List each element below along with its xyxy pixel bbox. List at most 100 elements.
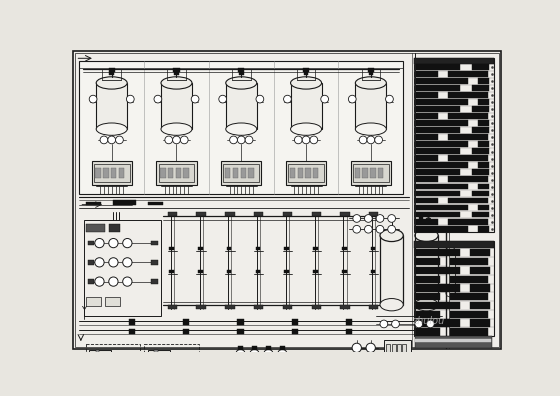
Bar: [472, 190, 489, 196]
Bar: [86, 202, 101, 206]
Bar: [198, 270, 203, 273]
Circle shape: [321, 95, 329, 103]
Bar: [313, 168, 319, 179]
Circle shape: [151, 354, 167, 369]
Bar: [266, 373, 270, 376]
Ellipse shape: [96, 123, 127, 135]
Bar: [415, 339, 491, 343]
Circle shape: [415, 320, 423, 328]
Bar: [86, 297, 101, 306]
Circle shape: [256, 95, 264, 103]
Bar: [450, 311, 488, 318]
Bar: [169, 247, 174, 250]
Bar: [147, 202, 163, 206]
Ellipse shape: [96, 77, 127, 89]
Bar: [416, 141, 468, 147]
Bar: [254, 212, 263, 216]
Bar: [119, 168, 124, 179]
Ellipse shape: [161, 77, 192, 89]
Bar: [183, 319, 189, 325]
Bar: [472, 85, 489, 91]
Bar: [109, 224, 120, 232]
Circle shape: [380, 320, 388, 328]
Bar: [416, 99, 468, 105]
Bar: [447, 177, 488, 183]
Bar: [416, 311, 440, 318]
Bar: [169, 270, 174, 273]
Circle shape: [92, 354, 108, 369]
Bar: [88, 279, 94, 284]
Bar: [416, 92, 438, 98]
Circle shape: [95, 238, 104, 248]
Bar: [311, 212, 321, 216]
Bar: [470, 267, 490, 274]
Circle shape: [391, 320, 399, 328]
Bar: [391, 344, 395, 376]
Bar: [313, 270, 318, 273]
Bar: [95, 168, 101, 179]
Bar: [416, 211, 460, 217]
Bar: [472, 148, 489, 154]
Ellipse shape: [291, 77, 321, 89]
Bar: [283, 305, 292, 309]
Bar: [280, 373, 284, 376]
Bar: [313, 247, 318, 250]
Circle shape: [191, 95, 199, 103]
Bar: [88, 241, 94, 246]
Bar: [252, 373, 257, 376]
Bar: [161, 83, 192, 129]
Bar: [105, 297, 120, 306]
Bar: [113, 200, 136, 205]
Bar: [91, 162, 132, 185]
Bar: [288, 164, 324, 182]
Bar: [103, 168, 109, 179]
Bar: [225, 305, 235, 309]
Circle shape: [353, 215, 361, 222]
Bar: [414, 241, 494, 249]
Bar: [167, 305, 177, 309]
Bar: [198, 247, 203, 250]
Circle shape: [155, 358, 163, 366]
Bar: [450, 328, 488, 335]
Circle shape: [109, 238, 118, 248]
Bar: [478, 78, 489, 84]
Bar: [416, 177, 438, 183]
Circle shape: [375, 136, 382, 144]
Bar: [478, 99, 489, 105]
Bar: [447, 155, 488, 161]
Bar: [158, 164, 194, 182]
Bar: [351, 162, 391, 185]
Bar: [167, 212, 177, 216]
Bar: [340, 305, 349, 309]
Bar: [144, 344, 199, 383]
Bar: [225, 168, 230, 179]
Circle shape: [352, 343, 361, 352]
Bar: [380, 235, 403, 305]
Bar: [283, 212, 292, 216]
Circle shape: [367, 136, 375, 144]
Circle shape: [278, 362, 287, 372]
Bar: [386, 344, 390, 376]
Bar: [416, 190, 460, 196]
Bar: [478, 162, 489, 168]
Circle shape: [352, 355, 361, 364]
Bar: [290, 168, 295, 179]
Bar: [151, 279, 157, 284]
Circle shape: [376, 225, 384, 233]
Bar: [384, 340, 411, 383]
Circle shape: [154, 95, 162, 103]
Bar: [238, 373, 243, 376]
Bar: [183, 329, 189, 334]
Bar: [248, 168, 254, 179]
Bar: [447, 113, 488, 119]
Circle shape: [386, 95, 393, 103]
Circle shape: [366, 343, 375, 352]
Bar: [470, 284, 490, 291]
Ellipse shape: [380, 229, 403, 242]
Bar: [342, 247, 347, 250]
Circle shape: [96, 358, 104, 366]
Circle shape: [165, 136, 172, 144]
Bar: [419, 216, 423, 221]
Bar: [88, 260, 94, 265]
Bar: [416, 127, 460, 133]
